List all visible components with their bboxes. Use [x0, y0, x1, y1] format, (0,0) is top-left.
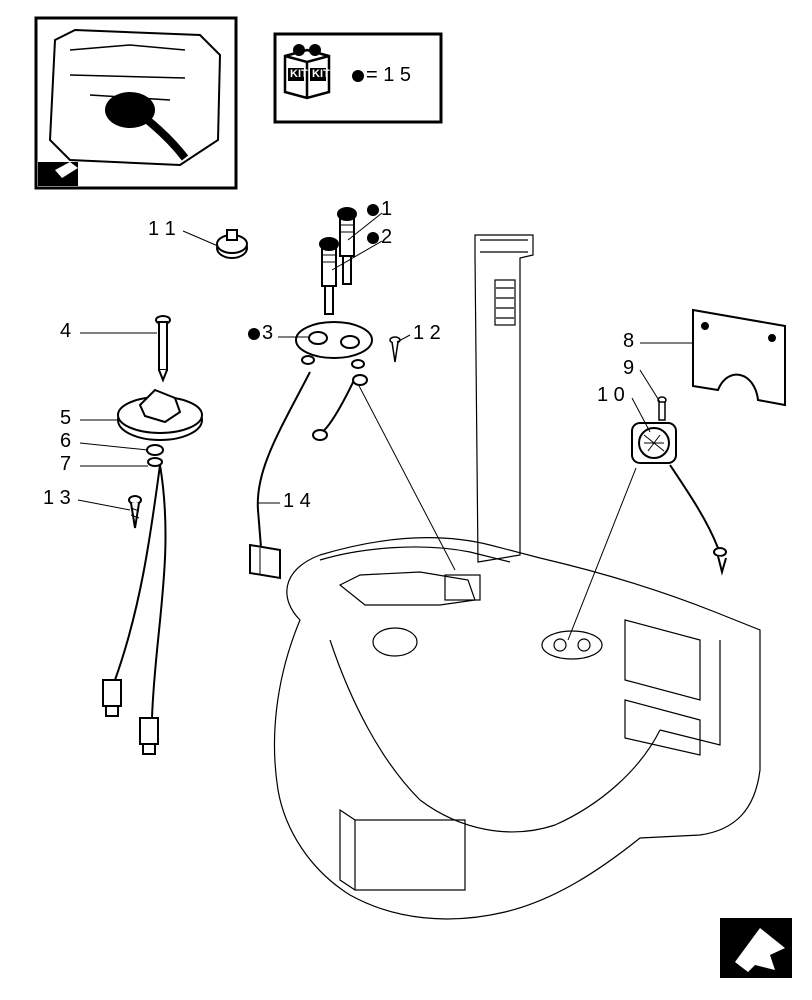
- part-1-nozzle: [338, 208, 356, 284]
- kit-icon-label-bottom: KIT: [312, 68, 330, 80]
- callout-num: 6: [60, 430, 71, 452]
- part-2-nozzle: [320, 238, 338, 314]
- callout-6: 6: [60, 430, 71, 453]
- callout-num: 1 3: [43, 487, 71, 509]
- callout-num: 1 2: [413, 322, 441, 344]
- connector-mid: [250, 545, 280, 578]
- callout-3: 3: [248, 322, 273, 345]
- callout-2: 2: [367, 226, 392, 249]
- wire-right: [670, 465, 726, 572]
- bullet-icon: [248, 328, 260, 340]
- callout-num: 1: [381, 198, 392, 220]
- part-11-plug: [217, 230, 247, 258]
- callout-8: 8: [623, 330, 634, 353]
- part-4-screw: [156, 316, 170, 380]
- corner-icon: [720, 918, 792, 978]
- callout-5: 5: [60, 407, 71, 430]
- part-14-wire: [258, 372, 367, 560]
- callout-num: 1 4: [283, 490, 311, 512]
- callout-num: 4: [60, 320, 71, 342]
- bullet-icon: [367, 204, 379, 216]
- kit-bullet-text: = 1 5: [366, 64, 411, 86]
- callout-1: 1: [367, 198, 392, 221]
- kit-icon-label-top: KIT: [290, 68, 308, 80]
- callout-13: 1 3: [43, 487, 71, 510]
- callout-num: 5: [60, 407, 71, 429]
- part-5-cap: [118, 390, 202, 466]
- kit-bullet-label: = 1 5: [352, 64, 411, 87]
- callout-num: 1 1: [148, 218, 176, 240]
- indicator-line: [356, 380, 455, 570]
- callout-4: 4: [60, 320, 71, 343]
- bullet-icon: [367, 232, 379, 244]
- part-3-plate: [296, 322, 372, 368]
- leader-lines: [78, 213, 693, 510]
- callout-num: 3: [262, 322, 273, 344]
- connector-l2: [140, 718, 158, 754]
- context-thumbnail: [36, 18, 236, 188]
- callout-num: 2: [381, 226, 392, 248]
- part-10-lamp: [632, 423, 676, 463]
- callout-9: 9: [623, 357, 634, 380]
- indicator-line: [568, 468, 636, 640]
- parts-diagram: [0, 0, 812, 1000]
- callout-7: 7: [60, 453, 71, 476]
- callout-10: 1 0: [597, 384, 625, 407]
- callout-num: 8: [623, 330, 634, 352]
- callout-12: 1 2: [413, 322, 441, 345]
- callout-num: 7: [60, 453, 71, 475]
- callout-11: 1 1: [148, 218, 176, 241]
- callout-num: 9: [623, 357, 634, 379]
- bullet-icon: [352, 70, 364, 82]
- part-8-plate: [693, 310, 785, 405]
- part-13-screw: [129, 496, 141, 528]
- callout-num: 1 0: [597, 384, 625, 406]
- connector-l1: [103, 680, 121, 716]
- callout-14: 1 4: [283, 490, 311, 513]
